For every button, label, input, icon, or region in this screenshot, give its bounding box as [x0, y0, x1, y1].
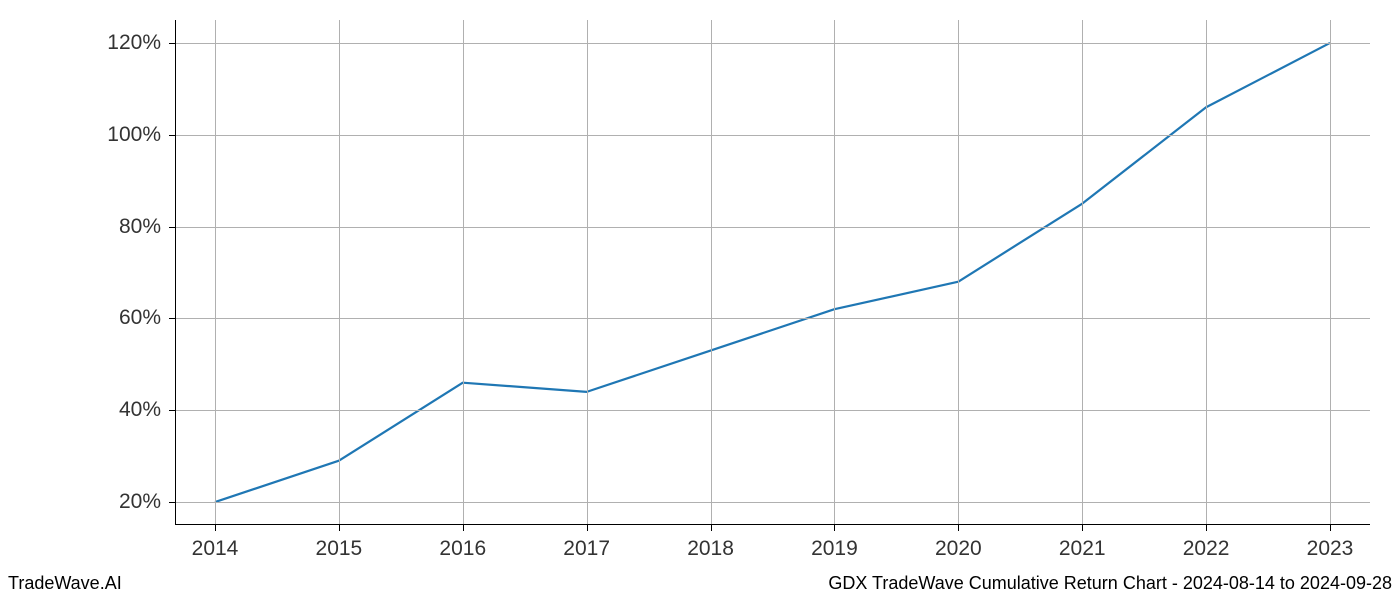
grid-line-vertical — [958, 20, 959, 525]
grid-line-vertical — [711, 20, 712, 525]
grid-line-vertical — [1330, 20, 1331, 525]
x-axis-spine — [175, 524, 1370, 525]
x-tick-label: 2022 — [1183, 537, 1230, 561]
x-tick-mark — [339, 525, 340, 531]
grid-line-vertical — [1082, 20, 1083, 525]
x-tick-label: 2014 — [192, 537, 239, 561]
x-tick-label: 2020 — [935, 537, 982, 561]
x-tick-mark — [834, 525, 835, 531]
plot-area: 2014201520162017201820192020202120222023… — [175, 20, 1370, 525]
grid-line-vertical — [834, 20, 835, 525]
x-tick-mark — [215, 525, 216, 531]
x-tick-label: 2016 — [439, 537, 486, 561]
footer-brand: TradeWave.AI — [8, 573, 122, 594]
y-tick-label: 100% — [107, 123, 161, 147]
x-tick-mark — [587, 525, 588, 531]
x-tick-label: 2023 — [1307, 537, 1354, 561]
y-tick-label: 60% — [119, 306, 161, 330]
grid-line-vertical — [215, 20, 216, 525]
grid-line-vertical — [587, 20, 588, 525]
x-tick-label: 2019 — [811, 537, 858, 561]
y-tick-label: 80% — [119, 215, 161, 239]
x-tick-mark — [1206, 525, 1207, 531]
x-tick-mark — [463, 525, 464, 531]
x-tick-mark — [1082, 525, 1083, 531]
grid-line-horizontal — [175, 410, 1370, 411]
x-tick-mark — [1330, 525, 1331, 531]
y-axis-spine — [175, 20, 176, 525]
x-tick-label: 2015 — [316, 537, 363, 561]
grid-line-vertical — [339, 20, 340, 525]
y-tick-label: 40% — [119, 398, 161, 422]
series-line-cumulative-return — [215, 43, 1330, 502]
grid-line-vertical — [463, 20, 464, 525]
grid-line-horizontal — [175, 502, 1370, 503]
x-tick-mark — [711, 525, 712, 531]
grid-line-vertical — [1206, 20, 1207, 525]
x-tick-mark — [958, 525, 959, 531]
grid-line-horizontal — [175, 318, 1370, 319]
x-tick-label: 2021 — [1059, 537, 1106, 561]
grid-line-horizontal — [175, 227, 1370, 228]
y-tick-label: 120% — [107, 31, 161, 55]
chart-container: 2014 2015 2016 2017 2018 2019 2020 2021 2022 2023… — [0, 0, 1400, 600]
x-tick-label: 2017 — [563, 537, 610, 561]
y-tick-label: 20% — [119, 490, 161, 514]
x-tick-label: 2018 — [687, 537, 734, 561]
line-series-svg — [175, 20, 1370, 525]
footer-caption: GDX TradeWave Cumulative Return Chart - … — [828, 573, 1392, 594]
grid-line-horizontal — [175, 43, 1370, 44]
grid-line-horizontal — [175, 135, 1370, 136]
